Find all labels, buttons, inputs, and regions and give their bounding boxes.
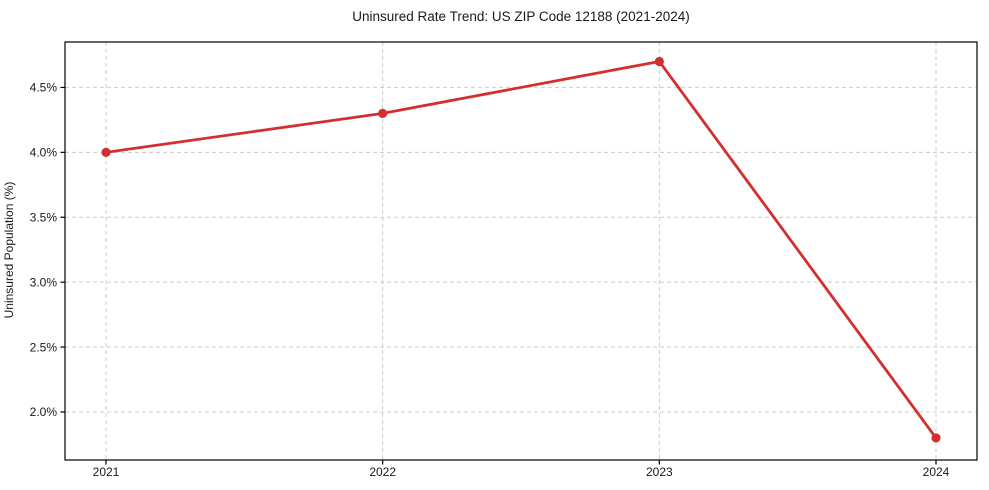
plot-border bbox=[64, 41, 978, 461]
data-point-marker bbox=[654, 56, 664, 67]
trend-line bbox=[104, 60, 938, 440]
y-tick-label: 3.5% bbox=[30, 210, 58, 224]
data-point-marker bbox=[378, 108, 388, 118]
tick-layer: 2021 2022 2023 2024 2.0% 2.5% 3.0% 3.5% 4.0% 4.5% bbox=[30, 81, 950, 479]
data-point-marker bbox=[931, 433, 941, 443]
y-axis-label: Uninsured Population (%) bbox=[2, 182, 16, 319]
chart-title: Uninsured Rate Trend: US ZIP Code 12188 … bbox=[352, 9, 689, 24]
y-tick-label: 2.5% bbox=[30, 340, 58, 354]
x-tick-label: 2024 bbox=[923, 465, 950, 479]
y-tick-label: 4.0% bbox=[30, 146, 58, 160]
x-tick-label: 2021 bbox=[93, 465, 120, 479]
y-tick-label: 4.5% bbox=[30, 81, 58, 95]
x-tick-label: 2022 bbox=[369, 465, 396, 479]
y-tick-label: 3.0% bbox=[30, 275, 58, 289]
y-tick-label: 2.0% bbox=[30, 405, 58, 419]
x-tick-label: 2023 bbox=[646, 465, 673, 479]
grid-layer bbox=[65, 42, 977, 460]
series-layer bbox=[101, 56, 941, 443]
data-point-marker bbox=[101, 147, 111, 157]
